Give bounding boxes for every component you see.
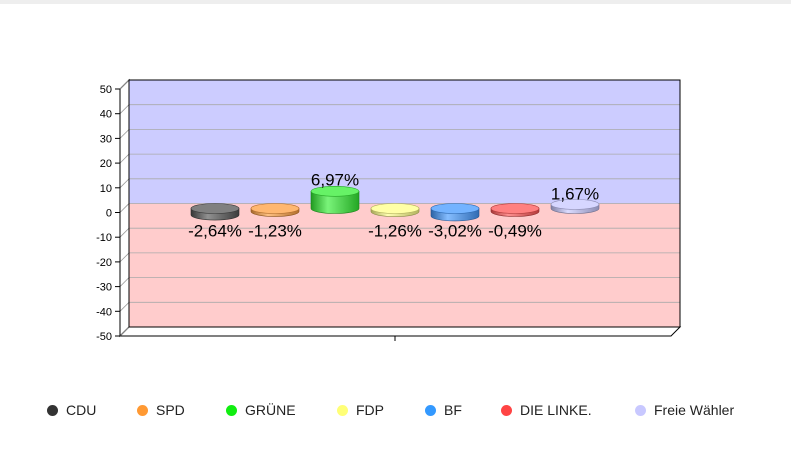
- grid-diagonal: [119, 153, 130, 164]
- legend-label-spd: SPD: [156, 402, 185, 418]
- plot-floor: [118, 326, 682, 337]
- legend-item-freie-waehler: Freie Wähler: [635, 398, 734, 422]
- grid-diagonal: [119, 277, 130, 287]
- legend-swatch-bf: [425, 404, 436, 416]
- grid-diagonal: [119, 227, 130, 238]
- legend-item-fdp: FDP: [337, 398, 384, 422]
- y-tick-label: -50: [96, 331, 112, 343]
- legend-swatch-freie-waehler: [635, 404, 646, 416]
- legend-item-spd: SPD: [137, 398, 185, 422]
- plot-background-positive: [129, 80, 680, 204]
- grid-diagonal: [119, 104, 130, 114]
- data-label-3: -1,26%: [368, 222, 422, 241]
- grid-diagonal: [119, 302, 130, 312]
- y-tick-label: 10: [100, 183, 112, 195]
- legend-swatch-fdp: [337, 404, 348, 416]
- legend-swatch-gruene: [226, 404, 237, 416]
- y-tick-label: 0: [106, 208, 112, 220]
- bar-spd-top: [250, 203, 300, 214]
- y-tick-label: 40: [100, 109, 112, 121]
- bar-grüne-top: [310, 185, 360, 197]
- legend-label-cdu: CDU: [66, 402, 97, 418]
- bar-grüne: [310, 190, 360, 214]
- bar-fdp-top: [370, 203, 420, 214]
- legend-item-cdu: CDU: [47, 398, 96, 422]
- legend-label-bf: BF: [444, 402, 462, 418]
- y-tick-label: -20: [96, 257, 112, 269]
- legend-label-fdp: FDP: [356, 402, 384, 418]
- bar-freie-wähler-top: [550, 199, 600, 210]
- legend-label-die-linke: DIE LINKE.: [520, 402, 592, 418]
- plot-background-negative: [129, 203, 680, 327]
- bar-bf-top: [430, 203, 480, 214]
- y-tick-label: 20: [100, 158, 112, 170]
- y-tick-label: -10: [96, 232, 112, 244]
- y-tick-label: 50: [100, 84, 112, 96]
- legend-item-gruene: GRÜNE: [226, 398, 296, 422]
- legend-swatch-die-linke: [501, 404, 512, 416]
- top-border: [0, 0, 791, 4]
- legend-item-bf: BF: [425, 398, 462, 422]
- bar-die-linke-top: [490, 203, 540, 214]
- data-label-4: -3,02%: [428, 222, 482, 241]
- grid-diagonal: [119, 129, 130, 139]
- data-label-1: -1,23%: [248, 222, 302, 241]
- plot-frame: [128, 79, 681, 328]
- y-tick-label: 30: [100, 133, 112, 145]
- grid-diagonal: [119, 326, 130, 337]
- chart-legend: CDU SPD GRÜNE FDP BF DIE LINKE. Freie Wä…: [0, 398, 791, 422]
- grid-diagonal: [119, 178, 130, 189]
- data-label-0: -2,64%: [188, 222, 242, 241]
- legend-swatch-cdu: [47, 404, 58, 416]
- legend-label-freie-waehler: Freie Wähler: [654, 402, 735, 418]
- legend-swatch-spd: [137, 404, 148, 416]
- data-label-2: 6,97%: [311, 170, 359, 189]
- legend-label-gruene: GRÜNE: [245, 402, 296, 418]
- y-tick-label: -40: [96, 306, 112, 318]
- y-tick-label: -30: [96, 282, 112, 294]
- grid-diagonal: [119, 203, 130, 213]
- bar-cdu-top: [190, 203, 240, 214]
- legend-item-die-linke: DIE LINKE.: [501, 398, 592, 422]
- data-label-5: -0,49%: [488, 222, 542, 241]
- grid-diagonal: [119, 252, 130, 263]
- grid-diagonal: [119, 79, 130, 90]
- data-label-6: 1,67%: [551, 184, 599, 203]
